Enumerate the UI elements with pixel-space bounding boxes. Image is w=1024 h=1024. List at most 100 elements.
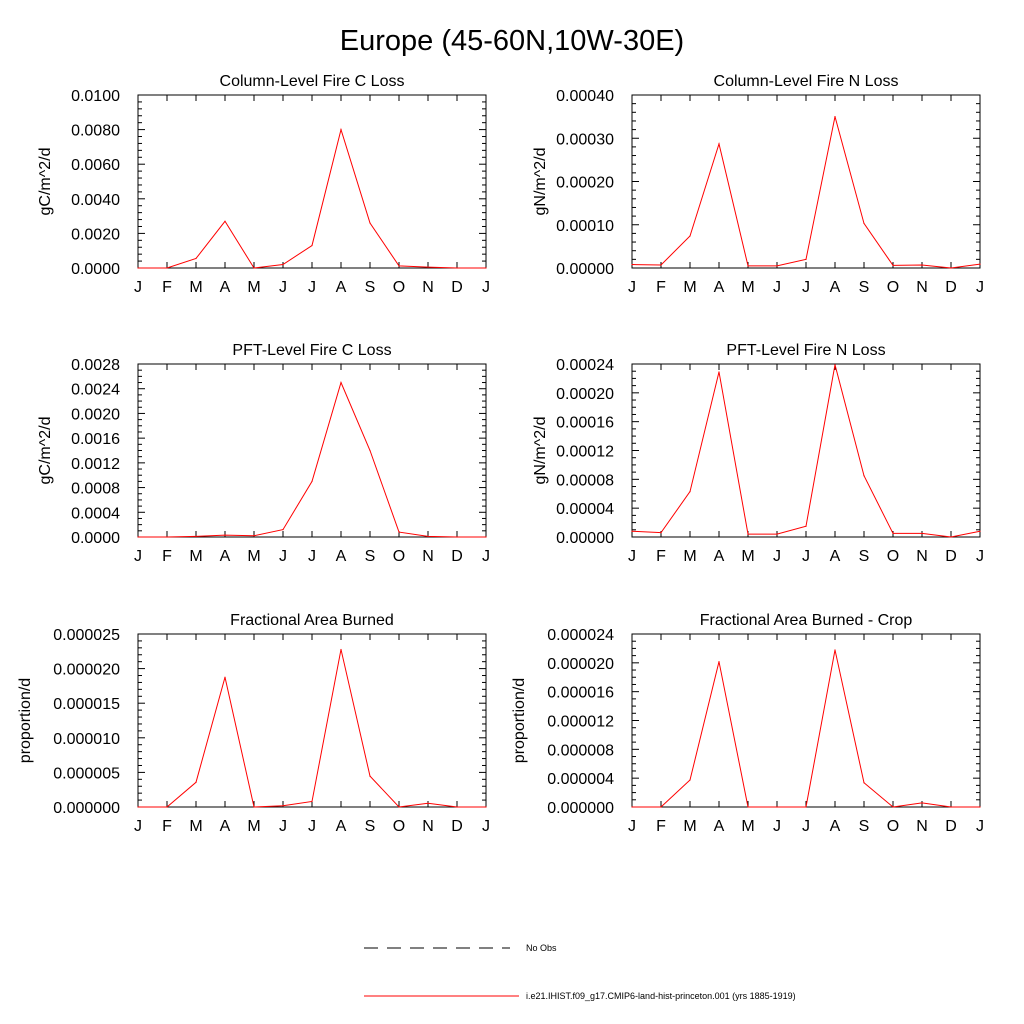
x-tick-label: O xyxy=(393,548,405,565)
x-tick-label: N xyxy=(916,548,928,565)
x-tick-label: J xyxy=(134,548,142,565)
x-tick-label: J xyxy=(308,818,316,835)
y-tick-label: 0.000016 xyxy=(547,685,614,702)
x-tick-label: J xyxy=(976,279,984,296)
x-tick-label: J xyxy=(628,818,636,835)
x-tick-label: F xyxy=(656,818,666,835)
data-point xyxy=(456,536,458,538)
series-line-model xyxy=(631,116,981,269)
data-point xyxy=(427,802,429,804)
legend: No Obs i.e21.IHIST.f09_g17.CMIP6-land-hi… xyxy=(364,943,796,1001)
y-tick-label: 0.000024 xyxy=(547,627,614,644)
y-tick-label: 0.000000 xyxy=(547,800,614,817)
x-tick-label: J xyxy=(976,818,984,835)
data-point xyxy=(979,806,981,808)
y-tick-label: 0.000025 xyxy=(53,627,120,644)
x-tick-label: O xyxy=(887,279,899,296)
data-point xyxy=(166,806,168,808)
series-line-model xyxy=(138,381,486,538)
data-point xyxy=(660,806,662,808)
x-tick-label: J xyxy=(976,548,984,565)
x-tick-label: S xyxy=(859,279,870,296)
data-point xyxy=(398,265,400,267)
y-axis-label: gC/m^2/d xyxy=(37,417,54,485)
x-tick-label: M xyxy=(247,548,260,565)
x-tick-label: A xyxy=(336,818,347,835)
data-point xyxy=(456,806,458,808)
data-point xyxy=(950,267,952,269)
x-tick-label: A xyxy=(220,818,231,835)
x-tick-label: J xyxy=(628,279,636,296)
plot-frame xyxy=(631,363,981,538)
x-tick-label: J xyxy=(773,818,781,835)
data-point xyxy=(747,265,749,267)
x-tick-label: A xyxy=(714,548,725,565)
y-tick-label: 0.000012 xyxy=(547,714,614,731)
y-tick-label: 0.00012 xyxy=(556,444,614,461)
data-point xyxy=(689,779,691,781)
data-point xyxy=(369,775,371,777)
x-tick-label: N xyxy=(422,279,434,296)
x-tick-label: J xyxy=(773,548,781,565)
x-tick-label: F xyxy=(656,548,666,565)
y-tick-label: 0.000004 xyxy=(547,771,614,788)
data-point xyxy=(979,530,981,532)
x-tick-label: J xyxy=(802,279,810,296)
data-point xyxy=(340,129,342,131)
x-tick-label: D xyxy=(451,548,463,565)
data-point xyxy=(398,531,400,533)
data-point xyxy=(369,449,371,452)
plot-frame xyxy=(631,633,981,808)
x-tick-label: F xyxy=(162,279,172,296)
panel-title: PFT-Level Fire N Loss xyxy=(726,342,885,359)
data-point xyxy=(776,265,778,267)
data-point xyxy=(253,535,255,537)
panel-title: Fractional Area Burned xyxy=(230,612,394,629)
x-tick-label: S xyxy=(859,818,870,835)
data-point xyxy=(166,267,168,269)
x-tick-label: M xyxy=(741,548,754,565)
x-tick-label: M xyxy=(189,818,202,835)
x-tick-label: D xyxy=(451,818,463,835)
x-tick-label: J xyxy=(279,279,287,296)
y-axis-label: proportion/d xyxy=(511,678,528,763)
data-point xyxy=(195,535,197,537)
x-tick-label: M xyxy=(247,818,260,835)
x-tick-label: N xyxy=(422,818,434,835)
x-tick-label: J xyxy=(628,548,636,565)
x-tick-label: F xyxy=(162,818,172,835)
series-line-model xyxy=(631,364,981,538)
data-point xyxy=(631,806,633,808)
data-point xyxy=(892,806,894,808)
data-point xyxy=(282,263,284,266)
y-tick-label: 0.00020 xyxy=(556,175,614,192)
x-tick-label: J xyxy=(482,548,490,565)
data-point xyxy=(921,264,923,266)
x-tick-label: O xyxy=(887,548,899,565)
y-axis-label: gN/m^2/d xyxy=(532,148,549,216)
x-tick-label: M xyxy=(189,279,202,296)
data-point xyxy=(485,536,487,538)
y-tick-label: 0.0008 xyxy=(71,481,120,498)
x-tick-label: A xyxy=(220,279,231,296)
x-tick-label: N xyxy=(916,279,928,296)
x-tick-label: M xyxy=(683,279,696,296)
y-tick-label: 0.0080 xyxy=(71,123,120,140)
data-point xyxy=(834,364,836,366)
data-point xyxy=(137,267,139,269)
data-point xyxy=(834,116,836,118)
x-tick-label: A xyxy=(830,548,841,565)
data-point xyxy=(805,806,807,808)
x-tick-label: S xyxy=(365,818,376,835)
data-point xyxy=(863,475,865,477)
y-tick-label: 0.00024 xyxy=(556,357,614,374)
data-point xyxy=(195,781,197,783)
x-tick-label: S xyxy=(365,279,376,296)
data-point xyxy=(921,532,923,534)
x-tick-label: J xyxy=(802,818,810,835)
x-tick-label: D xyxy=(945,279,957,296)
